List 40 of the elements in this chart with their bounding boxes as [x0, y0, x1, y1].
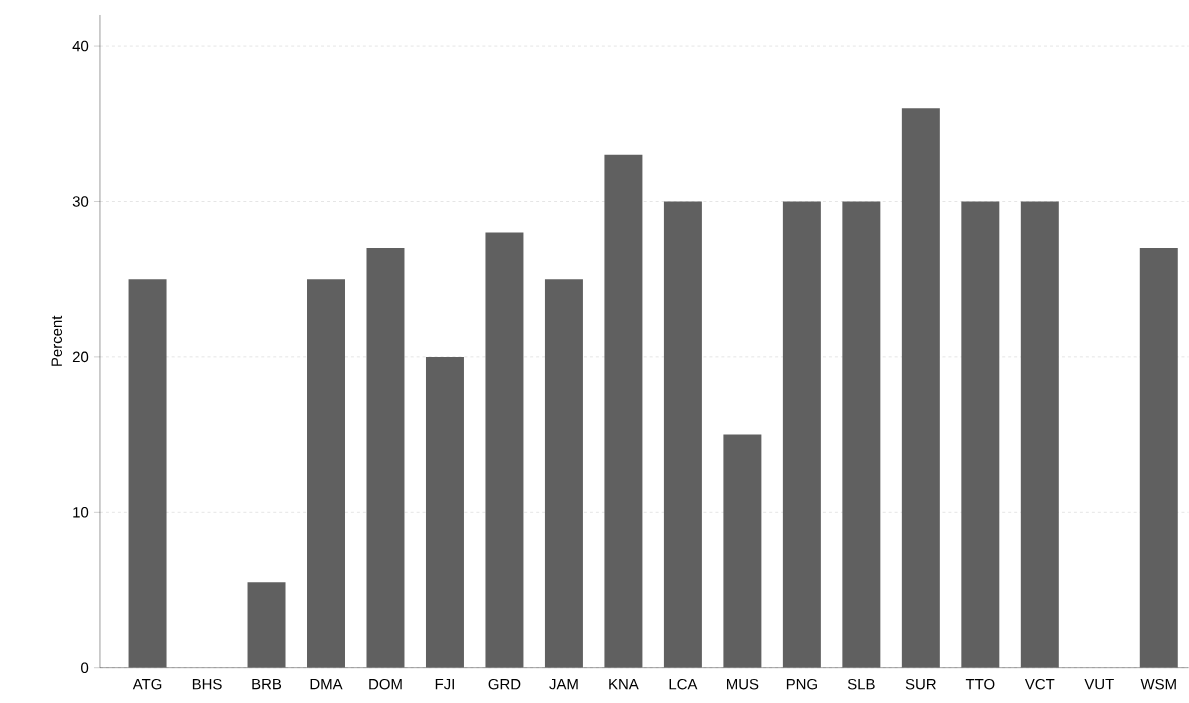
- x-tick-label: DMA: [310, 679, 343, 690]
- bar: [247, 582, 286, 668]
- x-tick-label: TTO: [965, 679, 995, 690]
- x-tick-label: ATG: [132, 679, 162, 690]
- bar: [307, 279, 345, 668]
- y-axis-title: Percent: [51, 315, 63, 367]
- bar: [782, 201, 821, 668]
- y-tick-label: 10: [73, 507, 89, 518]
- bar: [425, 357, 464, 668]
- y-tick-label: 0: [81, 662, 89, 674]
- bar: [1139, 248, 1178, 668]
- bar: [366, 248, 405, 668]
- y-tick-label: 30: [72, 196, 89, 207]
- x-tick-label: GRD: [488, 679, 521, 690]
- bar: [128, 279, 167, 668]
- x-tick-label: VCT: [1024, 679, 1055, 690]
- x-tick-label: KNA: [609, 679, 639, 690]
- x-tick-label: MUS: [727, 679, 759, 690]
- x-tick-label: SUR: [905, 679, 936, 690]
- bar: [961, 201, 1000, 668]
- bar: [485, 232, 524, 668]
- x-tick-label: DOM: [369, 679, 402, 690]
- x-tick-label: WSM: [1140, 679, 1176, 690]
- bar: [1020, 201, 1059, 668]
- bar: [604, 155, 643, 668]
- bar: [901, 108, 940, 668]
- x-tick-label: SLB: [847, 679, 875, 690]
- x-tick-label: PNG: [786, 679, 817, 690]
- x-tick-label: JAM: [549, 679, 578, 690]
- x-tick-label: LCA: [669, 679, 698, 690]
- x-tick-label: VUT: [1084, 679, 1114, 690]
- y-tick-label: 40: [72, 40, 89, 52]
- bar: [842, 201, 881, 668]
- bar: [723, 434, 762, 668]
- bar: [663, 201, 702, 668]
- x-tick-label: BHS: [192, 679, 222, 690]
- x-tick-label: BRB: [252, 679, 282, 690]
- y-tick-label: 20: [72, 351, 89, 363]
- bar: [544, 279, 583, 668]
- x-tick-label: FJI: [435, 679, 454, 690]
